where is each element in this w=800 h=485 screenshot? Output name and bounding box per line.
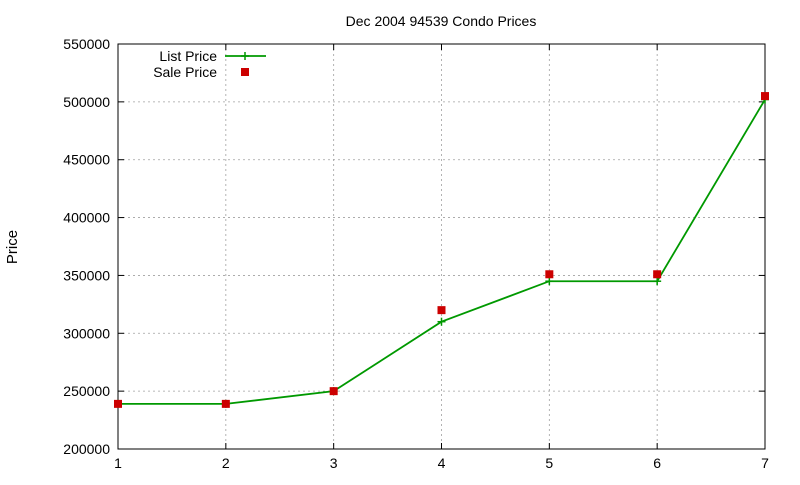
data-point-list-price (653, 277, 662, 286)
x-tick-label: 3 (330, 455, 338, 471)
x-tick-label: 1 (114, 455, 122, 471)
x-tick-label: 2 (222, 455, 230, 471)
y-tick-label: 250000 (63, 383, 110, 399)
data-point-sale-price (653, 270, 662, 279)
y-tick-label: 400000 (63, 210, 110, 226)
y-tick-label: 500000 (63, 94, 110, 110)
y-tick-label: 200000 (63, 441, 110, 457)
data-point-sale-price (329, 387, 338, 396)
grid-lines (118, 44, 765, 449)
y-tick-label: 550000 (63, 36, 110, 52)
x-axis-ticks: 1 2 3 4 5 6 7 (114, 44, 769, 471)
y-tick-label: 450000 (63, 152, 110, 168)
data-point-sale-price (545, 270, 554, 279)
series-list-price (114, 95, 769, 408)
data-series (114, 92, 769, 408)
data-point-sale-price (437, 306, 446, 315)
legend-marker-list-price (241, 52, 249, 60)
legend-label-list-price: List Price (159, 48, 217, 64)
y-tick-label: 350000 (63, 267, 110, 283)
x-tick-label: 5 (545, 455, 553, 471)
data-point-sale-price (761, 92, 769, 101)
data-point-list-price (545, 277, 554, 286)
y-tick-label: 300000 (63, 325, 110, 341)
x-tick-label: 7 (761, 455, 769, 471)
legend-label-sale-price: Sale Price (153, 64, 217, 80)
data-point-sale-price (114, 399, 122, 408)
x-tick-label: 4 (438, 455, 446, 471)
y-axis-label: Price (4, 230, 21, 264)
data-point-list-price (437, 317, 446, 326)
data-point-sale-price (221, 399, 230, 408)
x-tick-label: 6 (653, 455, 661, 471)
y-axis-ticks: 200000 250000 300000 350000 400000 450000 5000… (63, 36, 765, 457)
series-sale-price (114, 92, 769, 408)
chart-title: Dec 2004 94539 Condo Prices (346, 13, 537, 29)
legend-marker-sale-price (241, 68, 249, 76)
